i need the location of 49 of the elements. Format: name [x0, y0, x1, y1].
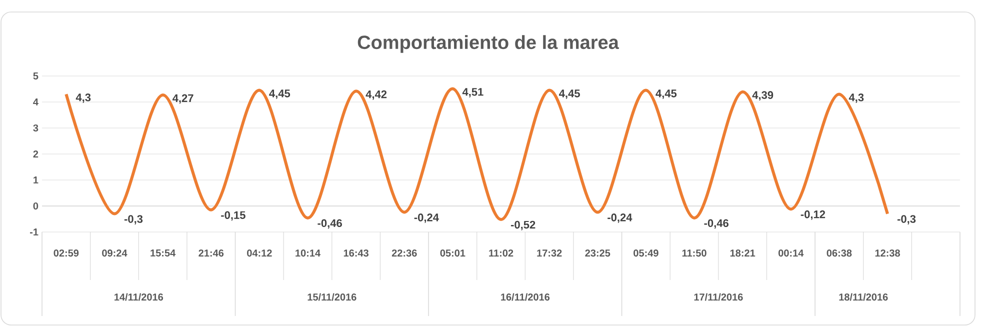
data-label: -0,46 [704, 219, 728, 229]
data-label: -0,15 [221, 211, 246, 221]
y-tick-label: 2 [33, 150, 38, 158]
x-tick-label: 18:21 [730, 250, 756, 257]
text: 17/11/2016 [694, 293, 743, 301]
y-tick-label: 1 [34, 176, 38, 184]
chart-title: Comportamiento de la marea [358, 35, 620, 53]
x-tick-label: 15:54 [150, 250, 176, 256]
x-tick-label: 16:43 [344, 250, 368, 257]
text: 15/11/2016 [308, 293, 356, 301]
x-tick-label: 11:02 [489, 250, 514, 257]
data-label: -0,46 [318, 219, 342, 229]
data-label: -0,12 [800, 210, 826, 220]
y-tick-label: 0 [33, 202, 38, 210]
data-label: -0,3 [897, 215, 916, 224]
x-tick-label: 21:46 [198, 250, 224, 257]
text: 16/11/2016 [501, 293, 550, 301]
data-label: 4,45 [269, 90, 290, 99]
data-label: 4,45 [656, 90, 677, 99]
data-label: 4,45 [559, 90, 580, 99]
x-tick-label: 23:25 [585, 250, 610, 257]
x-tick-label: 11:50 [682, 250, 706, 257]
data-label: 4,39 [752, 91, 774, 101]
x-tick-label: 00:14 [778, 250, 804, 257]
y-tick-label: 4 [33, 98, 38, 106]
x-tick-label: 04:12 [247, 250, 272, 257]
x-tick-label: 10:14 [296, 250, 320, 257]
text: 18/11/2016 [839, 293, 888, 301]
y-tick-label: -1 [30, 228, 38, 236]
x-tick-label: 17:32 [537, 250, 562, 257]
x-tick-label: 12:38 [875, 250, 900, 257]
data-label: 4,3 [848, 94, 864, 103]
x-tick-label: 22:36 [392, 250, 417, 257]
y-tick-label: 5 [33, 72, 38, 80]
x-tick-label: 09:24 [102, 250, 128, 257]
data-label: 4,42 [366, 90, 387, 100]
x-tick-label: 06:38 [826, 250, 852, 257]
data-label: 4,27 [172, 94, 194, 104]
text: 14/11/2016 [114, 293, 164, 301]
y-tick-label: 3 [33, 124, 38, 132]
x-tick-label: 05:01 [440, 250, 466, 257]
data-label: 4,3 [76, 94, 91, 103]
x-tick-label: 02:59 [54, 250, 79, 257]
x-tick-label: 05:49 [634, 250, 658, 257]
data-label: -0,24 [608, 214, 632, 223]
data-label: -0,52 [510, 220, 536, 230]
data-label: -0,24 [414, 214, 439, 223]
data-label: 4,51 [462, 88, 484, 98]
data-label: -0,3 [124, 215, 143, 224]
